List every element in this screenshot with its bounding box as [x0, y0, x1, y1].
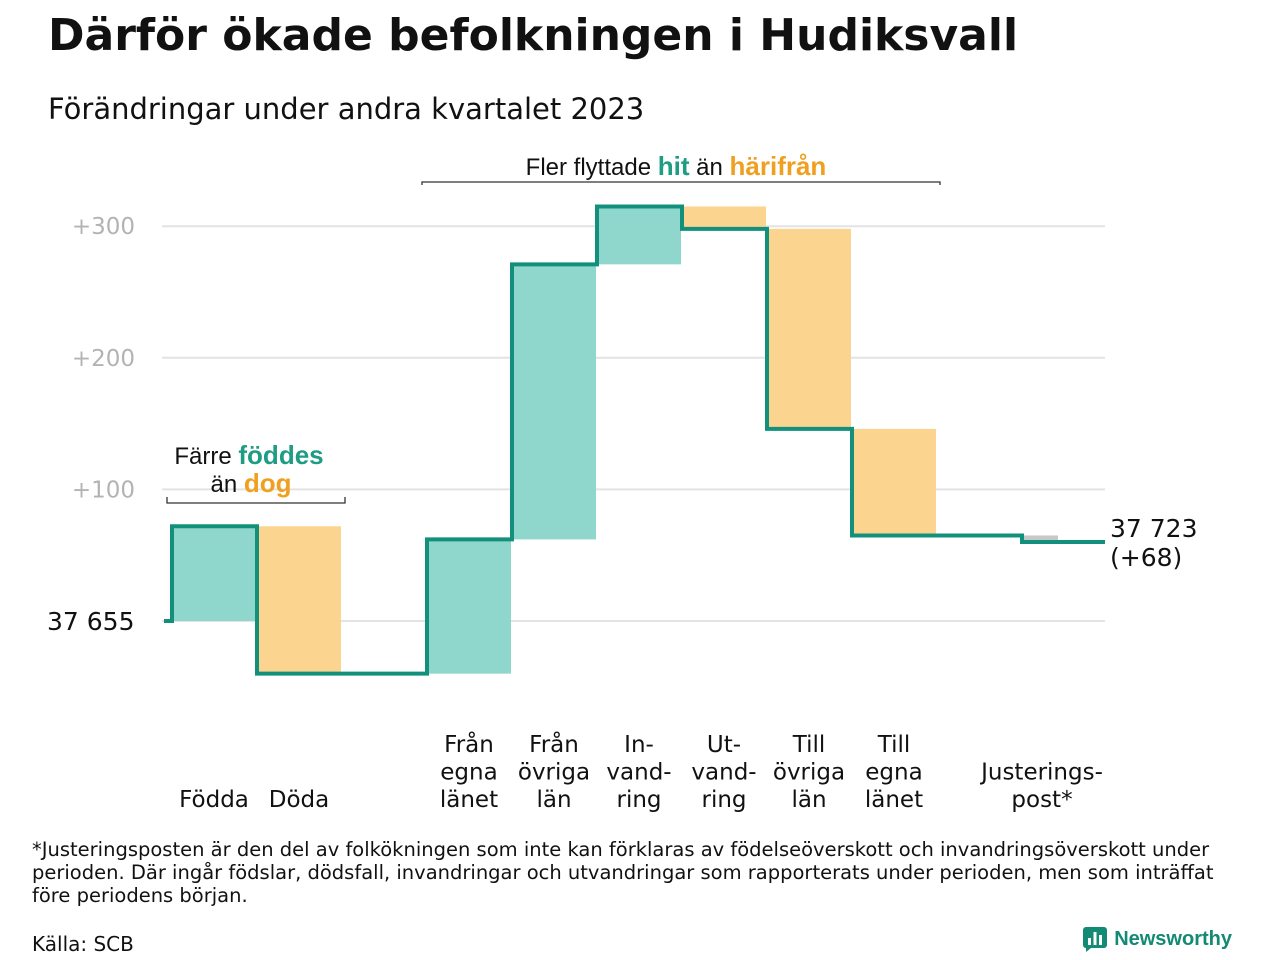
annotation-birth-bracket: [166, 497, 346, 504]
bar-invandring: [597, 206, 681, 265]
category-label-utvandring: Ut-vand-ring: [691, 732, 756, 813]
page-subtitle: Förändringar under andra kvartalet 2023: [48, 92, 645, 126]
annotation-birth-line1: Färre föddes: [174, 440, 323, 470]
newsworthy-logo-icon: [1083, 927, 1108, 952]
annotation-birth-line2: än dog: [210, 468, 291, 498]
cumulative-step-line: [164, 204, 1105, 676]
bar-fran_egna: [427, 539, 511, 674]
y-tick-label: +100: [72, 477, 135, 503]
y-tick-label: +300: [72, 214, 135, 240]
category-label-till_egna: Till egna länet: [865, 732, 923, 813]
annotation-migration-bracket: [421, 181, 941, 185]
category-label-invandring: In-vand-ring: [606, 732, 671, 813]
brand[interactable]: Newsworthy: [1082, 926, 1232, 952]
end-value-label: 37 723: [1110, 514, 1197, 543]
y-tick-label: +200: [72, 346, 135, 372]
bar-till_ovriga: [767, 228, 851, 429]
category-label-till_ovriga: Till övriga län: [773, 732, 845, 813]
bar-utvandring: [682, 206, 766, 229]
bar-till_egna: [852, 428, 936, 536]
brand-name: Newsworthy: [1114, 927, 1232, 950]
bar-doda: [257, 526, 341, 674]
source-label: Källa: SCB: [32, 932, 134, 956]
bar-fodda: [172, 526, 256, 621]
end-change-label: (+68): [1110, 543, 1182, 572]
category-label-fran_egna: Från egna länet: [440, 730, 498, 813]
category-label-doda: Döda: [269, 787, 329, 813]
category-label-fodda: Födda: [179, 787, 249, 813]
bar-justering: [1022, 535, 1058, 543]
category-label-fran_ovriga: Från övriga län: [518, 730, 590, 813]
start-value-label: 37 655: [47, 607, 134, 636]
annotation-migration: Fler flyttade hit än härifrån: [526, 151, 827, 181]
waterfall-chart: +100 +200 +300 Födda Döda Från egna länet Från öv…: [47, 151, 1197, 814]
page-title: Därför ökade befolkningen i Hudiksvall: [48, 10, 1019, 61]
bar-fran_ovriga: [512, 264, 596, 540]
footnote: *Justeringsposten är den del av folkökni…: [32, 838, 1214, 907]
category-label-justering: Justerings-post*: [979, 760, 1103, 814]
